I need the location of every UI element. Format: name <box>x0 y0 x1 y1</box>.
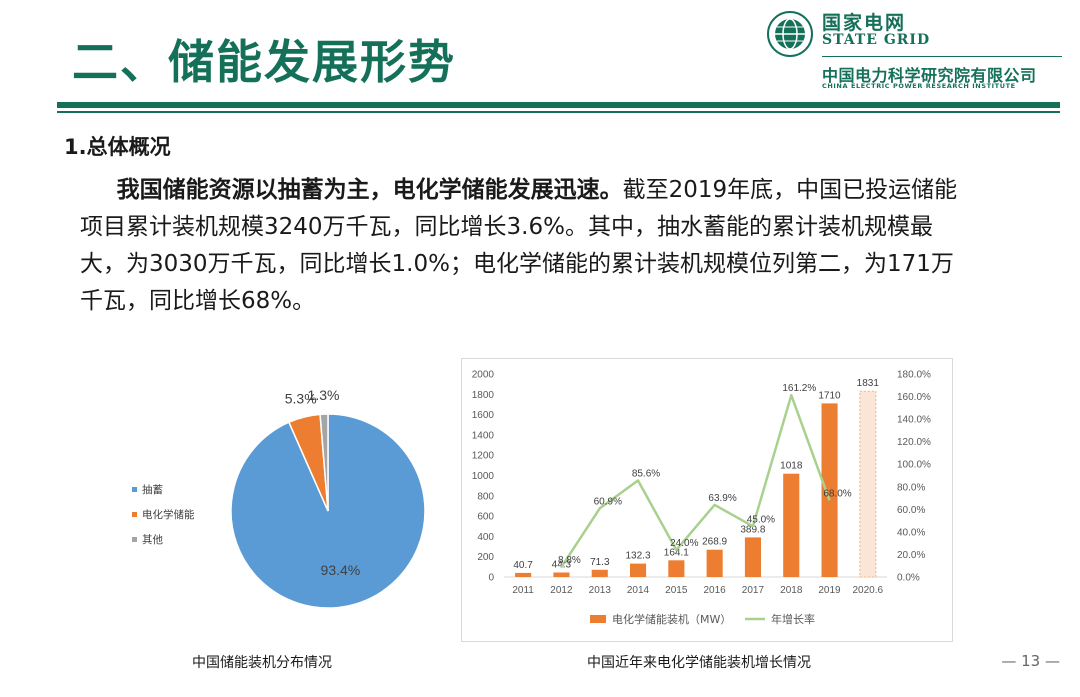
y-left-tick-label: 1000 <box>472 471 495 482</box>
x-tick-label: 2012 <box>550 585 573 596</box>
institute-en: CHINA ELECTRIC POWER RESEARCH INSTITUTE <box>822 82 1016 90</box>
legend-label: 抽蓄 <box>142 483 163 496</box>
pie-data-label: 5.3% <box>285 390 317 406</box>
bar-2013 <box>591 569 608 577</box>
bar-data-label: 132.3 <box>625 551 650 562</box>
legend-label: 其他 <box>142 533 163 546</box>
legend-swatch <box>132 537 137 542</box>
bar-2011 <box>515 572 532 577</box>
x-tick-label: 2011 <box>512 585 534 596</box>
y-left-tick-label: 1400 <box>472 430 495 441</box>
legend-label-line: 年增长率 <box>771 612 815 626</box>
page-number: — 13 — <box>1001 652 1060 670</box>
bar-data-label: 389.8 <box>740 524 765 535</box>
y-right-tick-label: 100.0% <box>897 460 931 471</box>
y-left-tick-label: 200 <box>477 552 494 563</box>
line-data-label: 45.0% <box>747 514 775 525</box>
bar-2015 <box>668 560 685 577</box>
state-grid-logo: 国家电网 STATE GRID 中国电力科学研究院有限公司 CHINA ELEC… <box>766 8 1062 92</box>
bar-2014 <box>630 563 647 577</box>
legend-label-bar: 电化学储能装机（MW） <box>612 612 731 626</box>
bar-data-label: 1831 <box>857 378 880 389</box>
legend-swatch <box>132 487 137 492</box>
header-divider-thin <box>57 111 1060 113</box>
legend-swatch <box>132 512 137 517</box>
bar-data-label: 1710 <box>818 390 841 401</box>
line-data-label: 85.6% <box>632 469 660 480</box>
y-left-tick-label: 1600 <box>472 410 495 421</box>
x-tick-label: 2013 <box>589 585 612 596</box>
pie-chart: 93.4% 5.3% 1.3% 抽蓄电化学储能其他 <box>118 385 448 635</box>
y-right-tick-label: 60.0% <box>897 505 925 516</box>
y-left-tick-label: 0 <box>488 573 494 584</box>
x-tick-label: 2020.6 <box>853 585 884 596</box>
x-tick-label: 2015 <box>665 585 688 596</box>
section-heading: 1.总体概况 <box>64 135 171 159</box>
line-data-label: 63.9% <box>708 493 736 504</box>
y-right-tick-label: 140.0% <box>897 415 931 426</box>
paragraph-lead: 我国储能资源以抽蓄为主，电化学储能发展迅速。 <box>116 177 623 203</box>
logo-cn-text: 国家电网 <box>822 12 907 34</box>
growth-rate-line <box>560 393 831 568</box>
bar-2017 <box>744 537 761 577</box>
bar-2016 <box>706 549 723 577</box>
bar-caption: 中国近年来电化学储能装机增长情况 <box>587 655 811 671</box>
bar-2012 <box>553 572 570 577</box>
bar-2020.6 <box>859 390 877 578</box>
bar-data-label: 71.3 <box>590 557 610 568</box>
bar-2018 <box>783 473 800 577</box>
paragraph-body: 截至2019年底，中国已投运储能项目累计装机规模3240万千瓦，同比增长3.6%… <box>80 177 958 314</box>
y-left-tick-label: 1800 <box>472 390 495 401</box>
y-right-tick-label: 180.0% <box>897 370 931 381</box>
y-left-tick-label: 400 <box>477 532 494 543</box>
bar-data-label: 40.7 <box>513 560 533 571</box>
y-left-tick-label: 1200 <box>472 451 495 462</box>
header-divider <box>57 102 1060 108</box>
page-title: 二、储能发展形势 <box>72 35 456 89</box>
institute-cn: 中国电力科学研究院有限公司 <box>822 66 1037 85</box>
pie-slice-2 <box>319 413 329 512</box>
overview-paragraph: 我国储能资源以抽蓄为主，电化学储能发展迅速。截至2019年底，中国已投运储能项目… <box>80 172 960 320</box>
y-right-tick-label: 20.0% <box>897 550 925 561</box>
y-right-tick-label: 160.0% <box>897 392 931 403</box>
x-tick-label: 2019 <box>818 585 841 596</box>
x-tick-label: 2017 <box>742 585 765 596</box>
x-tick-label: 2016 <box>703 585 726 596</box>
line-data-label: 24.0% <box>670 538 698 549</box>
bar-data-label: 268.9 <box>702 537 727 548</box>
legend-label: 电化学储能 <box>142 508 195 521</box>
y-left-tick-label: 800 <box>477 491 494 502</box>
pie-data-label: 1.3% <box>308 387 340 403</box>
pie-slice-0 <box>230 413 426 609</box>
pie-caption: 中国储能装机分布情况 <box>192 655 332 671</box>
y-right-tick-label: 120.0% <box>897 437 931 448</box>
bar-data-label: 164.1 <box>664 547 689 558</box>
line-data-label: 161.2% <box>782 383 816 394</box>
x-tick-label: 2014 <box>627 585 650 596</box>
bar-line-chart-svg: 0 200 400 600 800 1000 1200 1400 1600 1800 2000 0.0… <box>472 370 931 627</box>
logo-divider <box>822 56 1062 57</box>
y-left-tick-label: 2000 <box>472 370 495 381</box>
y-right-tick-label: 80.0% <box>897 482 925 493</box>
y-left-tick-label: 600 <box>477 512 494 523</box>
globe-icon <box>767 11 813 57</box>
line-data-label: 60.9% <box>594 496 622 507</box>
bar-data-label: 1018 <box>780 461 803 472</box>
bar-2019 <box>821 403 838 577</box>
legend-swatch-bar <box>590 615 606 623</box>
x-tick-label: 2018 <box>780 585 803 596</box>
logo-en-text: STATE GRID <box>822 32 931 48</box>
bar-line-chart: 0 200 400 600 800 1000 1200 1400 1600 1800 2000 0.0… <box>461 358 953 642</box>
pie-data-label: 93.4% <box>321 562 361 578</box>
y-right-tick-label: 40.0% <box>897 527 925 538</box>
line-data-label: 8.8% <box>558 555 581 566</box>
line-data-label: 68.0% <box>823 488 851 499</box>
y-right-tick-label: 0.0% <box>897 573 920 584</box>
